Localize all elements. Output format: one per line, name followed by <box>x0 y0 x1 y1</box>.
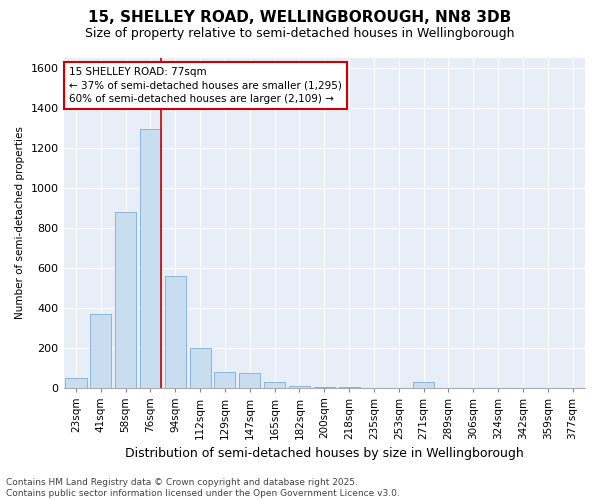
Y-axis label: Number of semi-detached properties: Number of semi-detached properties <box>15 126 25 319</box>
Bar <box>190 348 211 388</box>
Text: Contains HM Land Registry data © Crown copyright and database right 2025.
Contai: Contains HM Land Registry data © Crown c… <box>6 478 400 498</box>
Bar <box>413 382 434 388</box>
Bar <box>65 378 86 388</box>
Bar <box>239 372 260 388</box>
Text: 15 SHELLEY ROAD: 77sqm
← 37% of semi-detached houses are smaller (1,295)
60% of : 15 SHELLEY ROAD: 77sqm ← 37% of semi-det… <box>69 68 341 104</box>
Text: Size of property relative to semi-detached houses in Wellingborough: Size of property relative to semi-detach… <box>85 28 515 40</box>
X-axis label: Distribution of semi-detached houses by size in Wellingborough: Distribution of semi-detached houses by … <box>125 447 524 460</box>
Bar <box>90 314 112 388</box>
Bar <box>165 276 186 388</box>
Text: 15, SHELLEY ROAD, WELLINGBOROUGH, NN8 3DB: 15, SHELLEY ROAD, WELLINGBOROUGH, NN8 3D… <box>88 10 512 25</box>
Bar <box>214 372 235 388</box>
Bar <box>264 382 285 388</box>
Bar <box>140 128 161 388</box>
Bar <box>115 212 136 388</box>
Bar <box>289 386 310 388</box>
